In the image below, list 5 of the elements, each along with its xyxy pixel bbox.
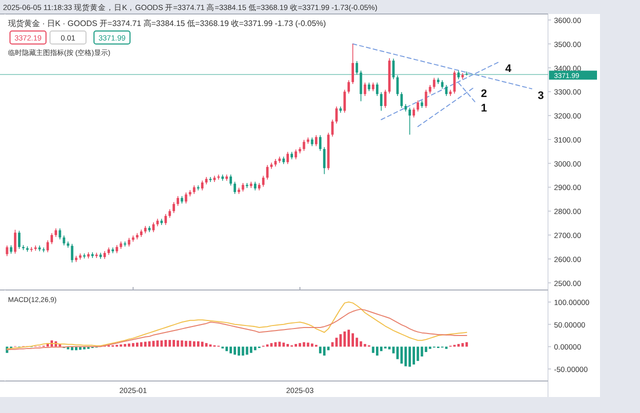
series-label: 2 [480, 88, 487, 100]
series-label: 3 [538, 90, 544, 102]
series-label: 1 [480, 102, 487, 115]
series-label: 4 [505, 62, 512, 75]
text: 现货黄金 · 日K · GOODS 开=3374.71 高=3384.15 低=3368.19 收=3371.99 -1.73 (-0.05%) [8, 19, 326, 28]
